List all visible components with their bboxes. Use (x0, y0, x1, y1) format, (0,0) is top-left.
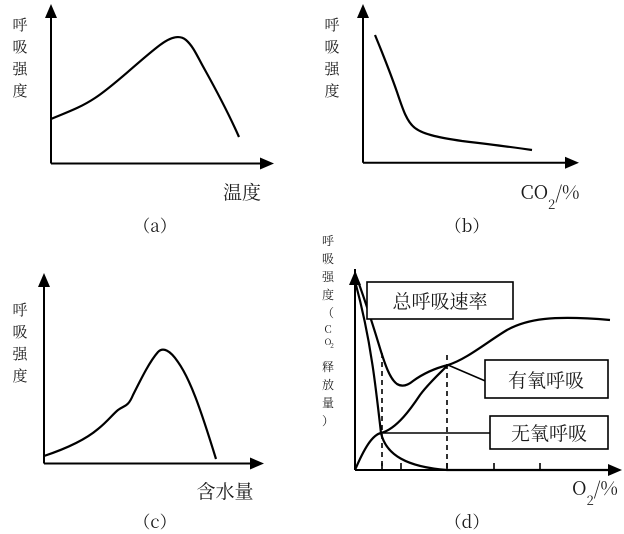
svg-text:呼: 呼 (322, 232, 334, 249)
svg-text:吸: 吸 (324, 36, 339, 57)
svg-text:度: 度 (324, 80, 339, 101)
svg-text:（d）: （d） (445, 508, 490, 533)
svg-text:（c）: （c） (133, 508, 176, 533)
svg-text:放: 放 (322, 376, 334, 393)
svg-text:（b）: （b） (445, 212, 490, 237)
svg-text:释: 释 (322, 358, 334, 375)
svg-text:强: 强 (322, 268, 335, 285)
svg-text:强: 强 (12, 343, 28, 364)
svg-text:强: 强 (12, 58, 28, 79)
svg-text:吸: 吸 (322, 250, 334, 267)
svg-text:O2/%: O2/% (572, 474, 618, 509)
svg-text:无氧呼吸: 无氧呼吸 (511, 419, 587, 446)
svg-text:吸: 吸 (12, 36, 27, 57)
svg-text:度: 度 (322, 286, 334, 303)
svg-text:度: 度 (12, 365, 27, 386)
svg-text:呼: 呼 (324, 14, 339, 35)
svg-text:）: ） (322, 412, 334, 429)
svg-text:度: 度 (12, 80, 27, 101)
svg-text:有氧呼吸: 有氧呼吸 (508, 366, 584, 393)
svg-text:强: 强 (324, 58, 340, 79)
svg-text:呼: 呼 (12, 14, 27, 35)
svg-text:2: 2 (330, 341, 334, 350)
svg-text:含水量: 含水量 (196, 477, 253, 504)
svg-text:呼: 呼 (12, 299, 27, 320)
svg-text:（a）: （a） (133, 212, 176, 237)
svg-text:温度: 温度 (223, 178, 261, 205)
svg-text:CO2/%: CO2/% (520, 178, 579, 213)
svg-text:（: （ (322, 304, 334, 321)
svg-text:量: 量 (322, 394, 334, 411)
svg-text:总呼吸速率: 总呼吸速率 (392, 287, 487, 314)
svg-text:吸: 吸 (12, 321, 27, 342)
